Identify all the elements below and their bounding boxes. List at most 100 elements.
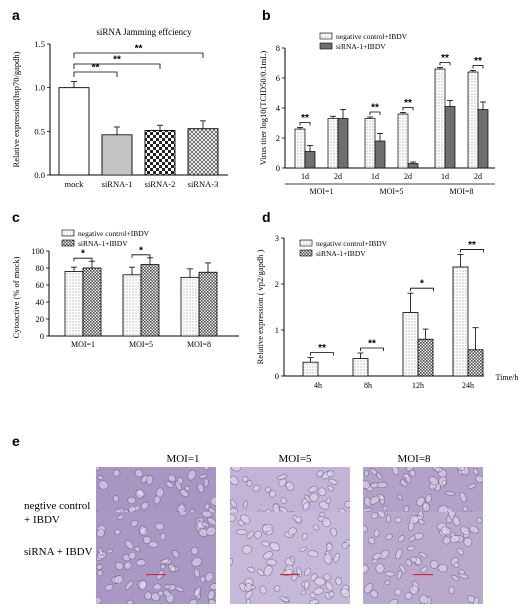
micrograph-cell	[462, 505, 469, 512]
micrograph-cell	[314, 577, 326, 586]
micrograph-cell	[138, 580, 147, 591]
chart-b-xtick-3: 2d	[404, 172, 412, 181]
chart-b-bar-0-5	[467, 71, 479, 169]
micrograph-cell	[96, 529, 105, 538]
chart-a-ylabel: Relative expression(hsp70/gapdh)	[11, 51, 21, 167]
chart-a-sig-2-label: **	[135, 44, 143, 55]
micrograph-cell	[384, 571, 396, 577]
chart-c-sig-0-label: *	[81, 249, 85, 260]
micrograph-cell	[254, 530, 262, 539]
chart-a-sig-0-bracket	[73, 71, 118, 77]
chart-a-y-tick-label-2: 1.0	[34, 83, 45, 93]
chart-b-legend-label-0: negative control+IBDV	[336, 32, 408, 41]
chart-b-bar-0-1	[327, 118, 339, 169]
micrograph-cell	[259, 585, 267, 595]
micrograph-cell	[139, 525, 148, 537]
micrograph-cell	[210, 496, 216, 506]
micro-col-label-2: MOI=5	[278, 453, 312, 465]
micrograph-cell	[130, 519, 138, 528]
micrograph-cell	[323, 573, 331, 581]
micrograph-cell	[394, 516, 403, 524]
micrograph-cell	[159, 558, 170, 565]
chart-b-xtick-5: 2d	[474, 172, 482, 181]
micro-row-label-1b: + IBDV	[24, 514, 60, 526]
micrograph-cell	[199, 473, 208, 479]
micrograph-cell	[386, 514, 391, 524]
micrograph-cell	[96, 564, 103, 570]
micrograph-cell	[146, 475, 154, 485]
chart-b-group-0: MOI=1	[309, 187, 333, 196]
chart-d-sig-3-label: **	[468, 240, 476, 251]
micrograph-cell	[245, 598, 252, 604]
chart-b-y-tick-label-1: 2	[276, 133, 280, 143]
micrograph-cell	[279, 596, 289, 603]
micrograph-cell	[404, 472, 412, 484]
chart-c-y-tick-label-4: 80	[36, 263, 45, 273]
chart-c-xtick-2: MOI=8	[187, 340, 211, 349]
micrograph-cell	[405, 559, 413, 567]
micrograph-cell	[409, 514, 419, 525]
micrograph-cell	[244, 590, 253, 600]
micrograph-cell	[418, 519, 425, 525]
micrograph-cell	[96, 467, 100, 471]
micrograph-cell	[325, 497, 331, 505]
panel-label-d: d	[262, 209, 271, 225]
chart-b-ylabel: Virus titer log10(TCID50/0.1mL)	[258, 51, 268, 166]
micrograph-cell	[98, 547, 104, 557]
chart-a-sig-2-bracket	[73, 52, 204, 58]
micrograph-cell	[97, 569, 104, 577]
chart-b-bar-0-0	[294, 128, 306, 169]
micrograph-cell	[437, 564, 448, 573]
chart-d-bar-0-0	[302, 361, 319, 377]
chart-b-legend-label-1: siRNA-1+IBDV	[336, 42, 386, 51]
micrograph-cell	[448, 512, 456, 518]
chart-b-sig-0-label: **	[301, 113, 309, 124]
micrograph-cell	[135, 559, 147, 566]
micrograph-cell	[278, 478, 287, 487]
micrograph-cell	[193, 568, 200, 578]
panel-label-a: a	[12, 7, 20, 23]
micrograph-cell	[370, 512, 379, 519]
micrograph-cell	[375, 563, 385, 574]
micrograph-cell	[322, 517, 331, 528]
chart-b-bar-1-5	[477, 109, 489, 169]
chart-c-y-tick-label-2: 40	[36, 297, 45, 307]
micrograph-cell	[328, 591, 335, 598]
micrograph-cell	[209, 583, 216, 591]
micrograph-cell	[318, 487, 327, 497]
micrograph-cell	[155, 522, 165, 531]
micrograph-cell	[344, 500, 350, 508]
chart-b-bar-1-0	[304, 151, 316, 169]
chart-a-y-tick-label-1: 0.5	[34, 126, 45, 136]
micrograph-cell	[316, 470, 324, 478]
micrograph-cell	[300, 590, 307, 595]
chart-a-sig-0-label: **	[92, 63, 100, 74]
micrograph-cell	[363, 564, 369, 574]
micrograph-cell	[327, 485, 335, 492]
micrograph-cell	[429, 560, 439, 569]
micrograph-cell	[184, 485, 191, 492]
micrograph-cell	[382, 505, 388, 511]
micrograph-cell	[205, 526, 216, 536]
panel-label-e: e	[12, 433, 20, 449]
chart-d-ylabel: Relative expression ( vp2/gapdh )	[255, 249, 265, 364]
chart-d-sig-1-bracket	[360, 347, 384, 351]
micrograph-cell	[391, 467, 400, 476]
micrograph-cell	[203, 477, 209, 488]
micrograph-cell	[269, 490, 276, 498]
chart-c-bar-1-0	[82, 267, 102, 337]
chart-d: 0 1 2 3 Relative expression ( vp2/gapdh ) Tim…	[255, 233, 518, 390]
chart-b-xtick-2: 1d	[371, 172, 379, 181]
micrograph-cell	[409, 585, 419, 595]
micrograph-cell	[476, 517, 483, 524]
micrograph-cell	[327, 469, 335, 478]
micrograph-cell	[397, 494, 403, 501]
micrograph-cell	[456, 547, 464, 556]
micrograph-cell	[153, 495, 161, 505]
chart-b-bar-1-3	[407, 163, 419, 169]
micrograph-cell	[395, 548, 403, 560]
micrograph-cell	[287, 527, 297, 536]
micrograph-cell	[277, 474, 288, 480]
chart-b-sig-1-bracket	[369, 111, 381, 115]
chart-b-xtick-1: 2d	[334, 172, 342, 181]
